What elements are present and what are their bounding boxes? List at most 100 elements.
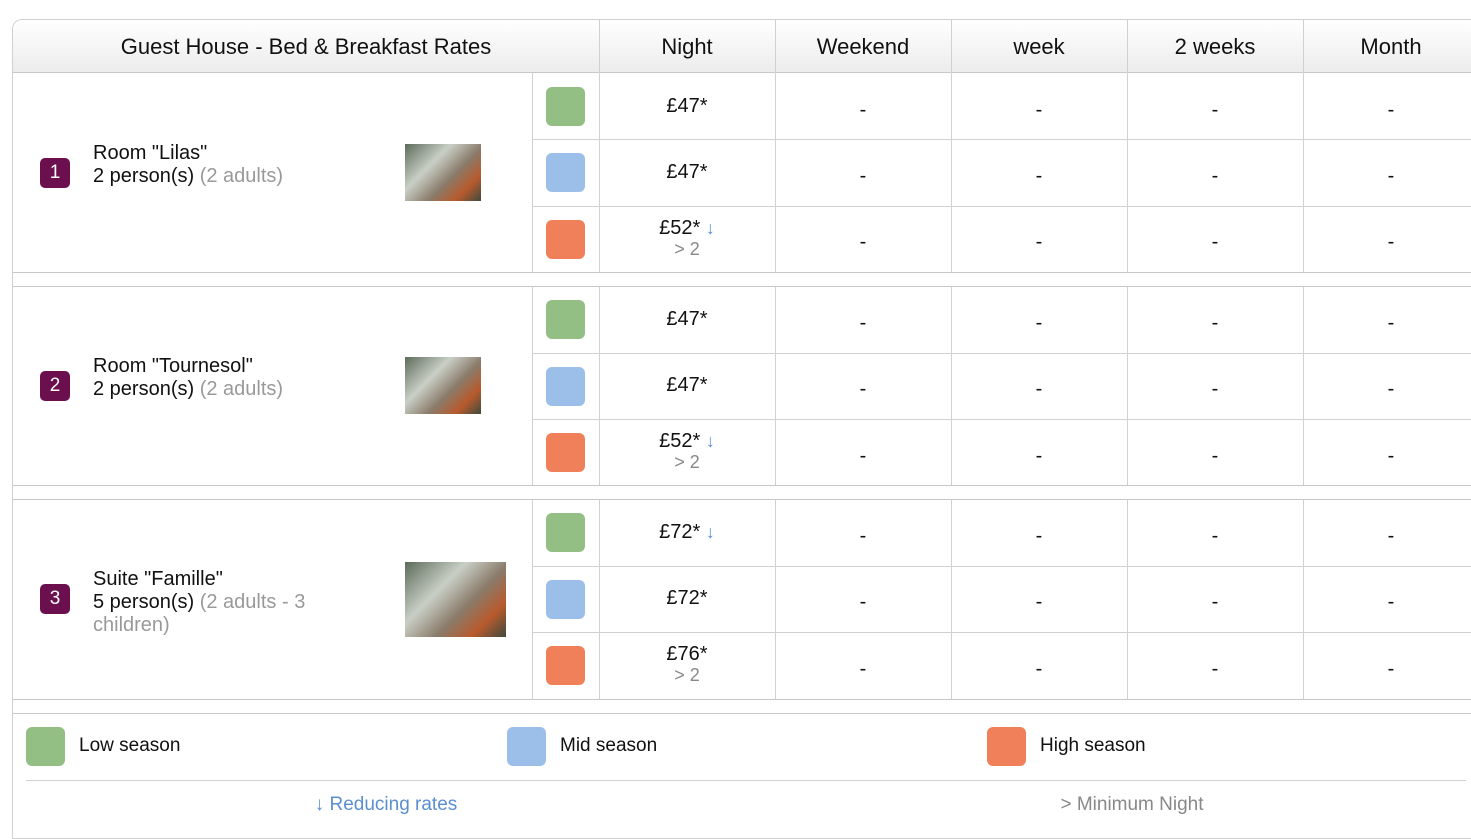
column-divider — [599, 20, 600, 73]
room-name: Room "Tournesol" — [93, 355, 363, 378]
legend-label: Low season — [79, 735, 180, 757]
legend-note-minimum: > Minimum Night — [932, 792, 1332, 818]
night-cell: £47* — [599, 353, 775, 419]
rate-cell: - — [951, 636, 1127, 702]
column-divider — [951, 20, 952, 73]
night-rate-line: £72* — [666, 588, 707, 609]
season-swatch — [546, 433, 585, 472]
season-swatch — [546, 646, 585, 685]
room-top — [13, 713, 1471, 714]
room-info: Suite "Famille"5 person(s) (2 adults - 3… — [93, 568, 363, 637]
rate-cell: - — [951, 570, 1127, 636]
column-divider — [532, 286, 533, 485]
legend-note-reducing: ↓ Reducing rates — [186, 792, 586, 818]
rate-cell: - — [1303, 636, 1471, 702]
rate-cell: - — [1303, 290, 1471, 356]
night-rate-line: £52* ↓ — [659, 431, 715, 452]
rate-cell: - — [1303, 77, 1471, 143]
night-cell: £52* ↓> 2 — [599, 419, 775, 485]
rate-cell: - — [951, 77, 1127, 143]
reducing-arrow: ↓ — [706, 431, 715, 451]
season-swatch — [546, 87, 585, 126]
room-number: 2 — [40, 371, 70, 401]
room-info: Room "Tournesol"2 person(s) (2 adults) — [93, 355, 363, 401]
rate-cell: - — [775, 570, 951, 636]
rate-cell: - — [1127, 503, 1303, 569]
night-rate-line: £76* — [666, 644, 707, 665]
column-divider — [532, 73, 533, 272]
room-capacity-line: 2 person(s) (2 adults) — [93, 165, 363, 188]
night-rate: £47* — [666, 308, 707, 330]
night-rate-line: £52* ↓ — [659, 218, 715, 239]
night-cell: £52* ↓> 2 — [599, 206, 775, 272]
column-header: Night — [599, 20, 775, 73]
rate-cell: - — [951, 290, 1127, 356]
rate-cell: - — [1127, 143, 1303, 209]
season-swatch — [546, 513, 585, 552]
minimum-nights: > 2 — [674, 452, 700, 473]
legend-swatch — [26, 727, 65, 766]
room-capacity: 5 person(s) — [93, 591, 194, 613]
reducing-arrow: ↓ — [706, 218, 715, 238]
night-cell: £72* — [599, 566, 775, 632]
rate-cell: - — [951, 143, 1127, 209]
room-name: Room "Lilas" — [93, 142, 363, 165]
night-cell: £47* — [599, 286, 775, 352]
room-occupancy: (2 adults) — [200, 378, 283, 400]
column-divider — [775, 20, 776, 73]
season-swatch — [546, 220, 585, 259]
night-rate: £76* — [666, 643, 707, 665]
rate-cell: - — [1303, 423, 1471, 489]
rate-cell: - — [1127, 210, 1303, 276]
rate-cell: - — [775, 423, 951, 489]
rate-cell: - — [951, 423, 1127, 489]
night-rate: £47* — [666, 161, 707, 183]
minimum-nights: > 2 — [674, 665, 700, 686]
rates-page: Guest House - Bed & Breakfast Rates Nigh… — [0, 0, 1471, 824]
room-photo — [405, 562, 506, 637]
rate-cell: - — [775, 636, 951, 702]
room-photo — [405, 357, 481, 414]
room-info: Room "Lilas"2 person(s) (2 adults) — [93, 142, 363, 188]
legend-label: Mid season — [560, 735, 657, 757]
column-header: week — [951, 20, 1127, 73]
room-bottom — [13, 485, 1471, 486]
rate-cell: - — [775, 143, 951, 209]
rate-cell: - — [775, 357, 951, 423]
night-cell: £72* ↓ — [599, 499, 775, 565]
rate-cell: - — [1303, 357, 1471, 423]
rate-cell: - — [775, 503, 951, 569]
rate-cell: - — [951, 503, 1127, 569]
minimum-nights: > 2 — [674, 239, 700, 260]
room-bottom — [13, 272, 1471, 273]
room-photo — [405, 144, 481, 201]
room-number: 1 — [40, 158, 70, 188]
night-cell: £47* — [599, 73, 775, 139]
room-occupancy: (2 adults) — [200, 165, 283, 187]
rate-cell: - — [1127, 423, 1303, 489]
night-rate: £47* — [666, 374, 707, 396]
room-name: Suite "Famille" — [93, 568, 363, 591]
season-swatch — [546, 580, 585, 619]
season-swatch — [546, 300, 585, 339]
rate-cell: - — [1127, 290, 1303, 356]
rate-cell: - — [775, 77, 951, 143]
rate-cell: - — [951, 210, 1127, 276]
column-header: Month — [1303, 20, 1471, 73]
column-divider — [1127, 20, 1128, 73]
room-capacity-line: 2 person(s) (2 adults) — [93, 378, 363, 401]
night-rate-line: £47* — [666, 96, 707, 117]
rate-cell: - — [1303, 570, 1471, 636]
rate-cell: - — [1127, 77, 1303, 143]
night-rate: £72* — [666, 587, 707, 609]
night-rate: £52* — [659, 217, 700, 239]
night-rate: £52* — [659, 430, 700, 452]
night-cell: £76*> 2 — [599, 632, 775, 698]
night-rate-line: £47* — [666, 162, 707, 183]
night-cell: £47* — [599, 139, 775, 205]
legend-label: High season — [1040, 735, 1146, 757]
rate-cell: - — [775, 210, 951, 276]
room-capacity-line: 5 person(s) (2 adults - 3 children) — [93, 591, 363, 637]
rate-cell: - — [1127, 357, 1303, 423]
rate-cell: - — [1127, 636, 1303, 702]
